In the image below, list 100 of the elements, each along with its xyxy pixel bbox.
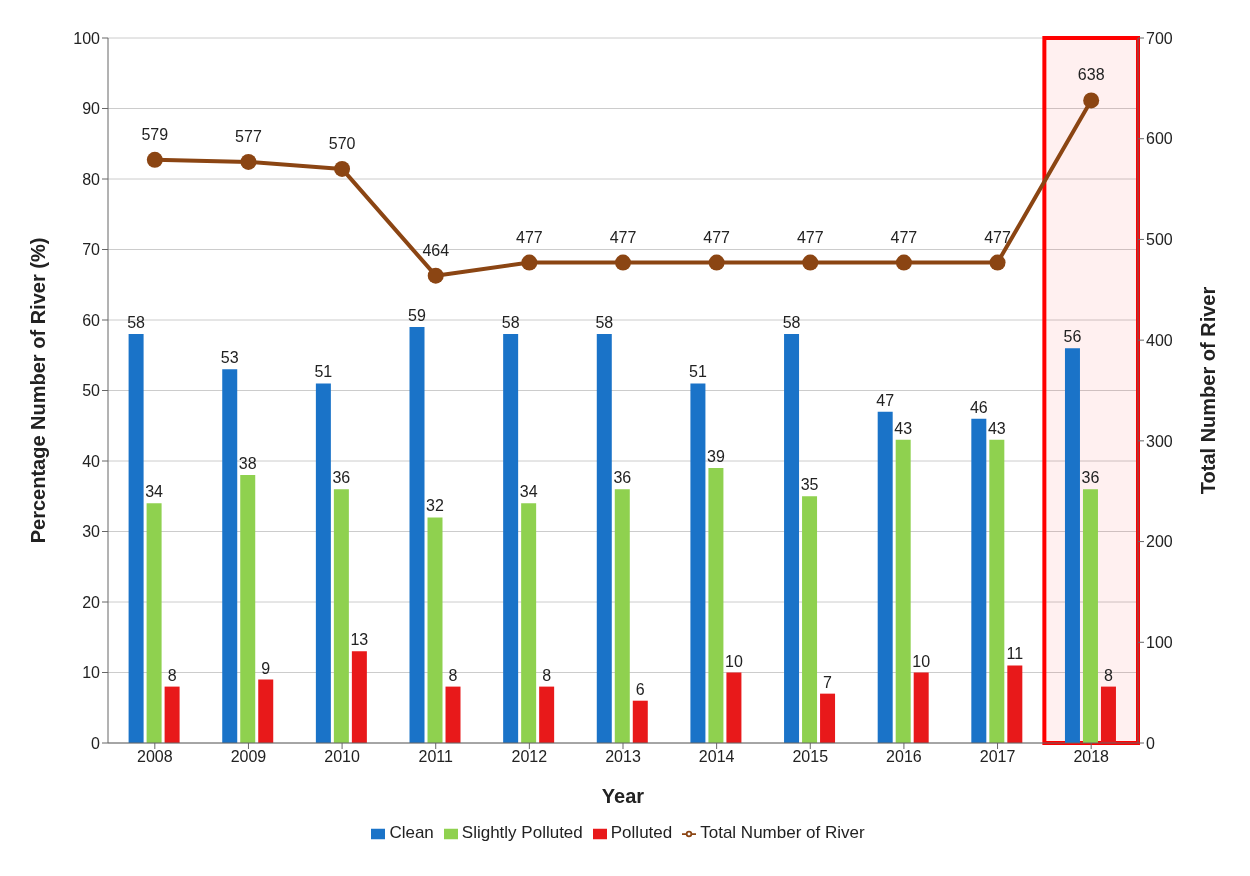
bar (351, 651, 367, 743)
data-label: 59 (408, 307, 427, 325)
data-label: 32 (426, 497, 445, 515)
bar (971, 418, 987, 743)
data-label: 58 (782, 314, 801, 332)
y2-tick-label: 100 (1146, 633, 1173, 651)
data-label: 8 (167, 666, 177, 684)
x-tick-label: 2010 (324, 748, 360, 766)
y-tick-label: 80 (82, 170, 101, 188)
point (895, 254, 912, 271)
point (1083, 92, 1100, 109)
bar (146, 503, 162, 743)
point (989, 254, 1006, 271)
bar (128, 334, 144, 743)
data-label: 477 (984, 228, 1011, 246)
x-tick-label: 2015 (792, 748, 829, 766)
point (615, 254, 631, 271)
data-label: 35 (800, 476, 819, 494)
bar (913, 672, 929, 743)
data-label: 39 (707, 448, 725, 466)
legend-label: Polluted (610, 823, 673, 842)
data-label: 34 (145, 483, 164, 501)
data-label: 579 (141, 125, 169, 143)
data-label: 58 (501, 314, 520, 332)
data-label: 47 (876, 391, 895, 409)
point (802, 254, 819, 271)
bar (1064, 348, 1080, 743)
data-label: 51 (314, 363, 333, 381)
data-label: 570 (328, 134, 356, 152)
data-label: 8 (1104, 666, 1114, 684)
y2-axis-title: Total Number of River (1197, 286, 1220, 495)
data-label: 477 (609, 228, 637, 246)
y-axis-title: Percentage Number of River (%) (27, 237, 50, 544)
data-label: 477 (890, 228, 918, 246)
data-label: 11 (1006, 645, 1024, 663)
y-tick-label: 0 (91, 734, 101, 752)
y-tick-label: 10 (82, 664, 101, 682)
data-label: 13 (350, 631, 369, 649)
x-tick-label: 2016 (886, 748, 922, 766)
data-label: 477 (703, 228, 731, 246)
data-label: 464 (422, 241, 450, 259)
bar (802, 496, 818, 743)
y-tick-label: 20 (82, 593, 101, 611)
bar (427, 517, 443, 743)
bar (726, 672, 742, 743)
data-label: 6 (635, 680, 645, 698)
x-axis-title: Year (601, 785, 645, 807)
point (146, 151, 163, 168)
y-tick-label: 70 (82, 241, 101, 259)
bar (222, 369, 238, 743)
bar (333, 489, 349, 743)
data-label: 477 (796, 228, 824, 246)
bar (614, 489, 630, 743)
y-tick-label: 50 (82, 382, 101, 400)
y2-tick-label: 200 (1146, 533, 1173, 551)
bar (989, 439, 1005, 743)
data-label: 10 (725, 652, 743, 670)
y-tick-label: 40 (82, 452, 101, 470)
point (708, 254, 725, 271)
y2-tick-label: 300 (1146, 432, 1173, 450)
data-label: 36 (332, 469, 351, 487)
bar (521, 503, 537, 743)
data-label: 34 (519, 483, 538, 501)
y-tick-label: 60 (82, 311, 101, 329)
y2-tick-label: 500 (1146, 231, 1173, 249)
data-label: 9 (261, 659, 271, 677)
bar (164, 686, 180, 743)
bar (315, 383, 331, 743)
legend-label: Clean (389, 823, 434, 842)
data-label: 56 (1063, 328, 1082, 346)
bar (1100, 686, 1116, 743)
x-tick-label: 2014 (698, 748, 735, 766)
y-tick-label: 100 (73, 29, 101, 47)
x-tick-label: 2011 (418, 748, 454, 766)
data-label: 638 (1077, 66, 1105, 84)
y-tick-label: 30 (82, 523, 101, 541)
x-tick-label: 2012 (511, 748, 548, 766)
y2-tick-label: 0 (1146, 734, 1155, 752)
y2-tick-label: 700 (1146, 29, 1173, 47)
y-tick-label: 90 (82, 100, 101, 118)
bar (596, 334, 612, 743)
data-label: 43 (894, 419, 913, 437)
point (334, 160, 351, 177)
point (240, 153, 257, 170)
data-label: 38 (238, 455, 257, 473)
legend-label: Slightly Polluted (461, 823, 583, 842)
x-tick-label: 2018 (1073, 748, 1110, 766)
bar (820, 693, 836, 743)
bar (1082, 489, 1098, 743)
data-label: 8 (542, 666, 552, 684)
bar (690, 383, 706, 743)
x-tick-label: 2017 (979, 748, 1016, 766)
bar (539, 686, 555, 743)
bar (409, 327, 425, 743)
bar (258, 679, 274, 743)
data-label: 7 (823, 673, 833, 691)
bar (632, 700, 648, 743)
bar (877, 411, 893, 743)
data-label: 43 (987, 419, 1006, 437)
data-label: 10 (912, 652, 931, 670)
